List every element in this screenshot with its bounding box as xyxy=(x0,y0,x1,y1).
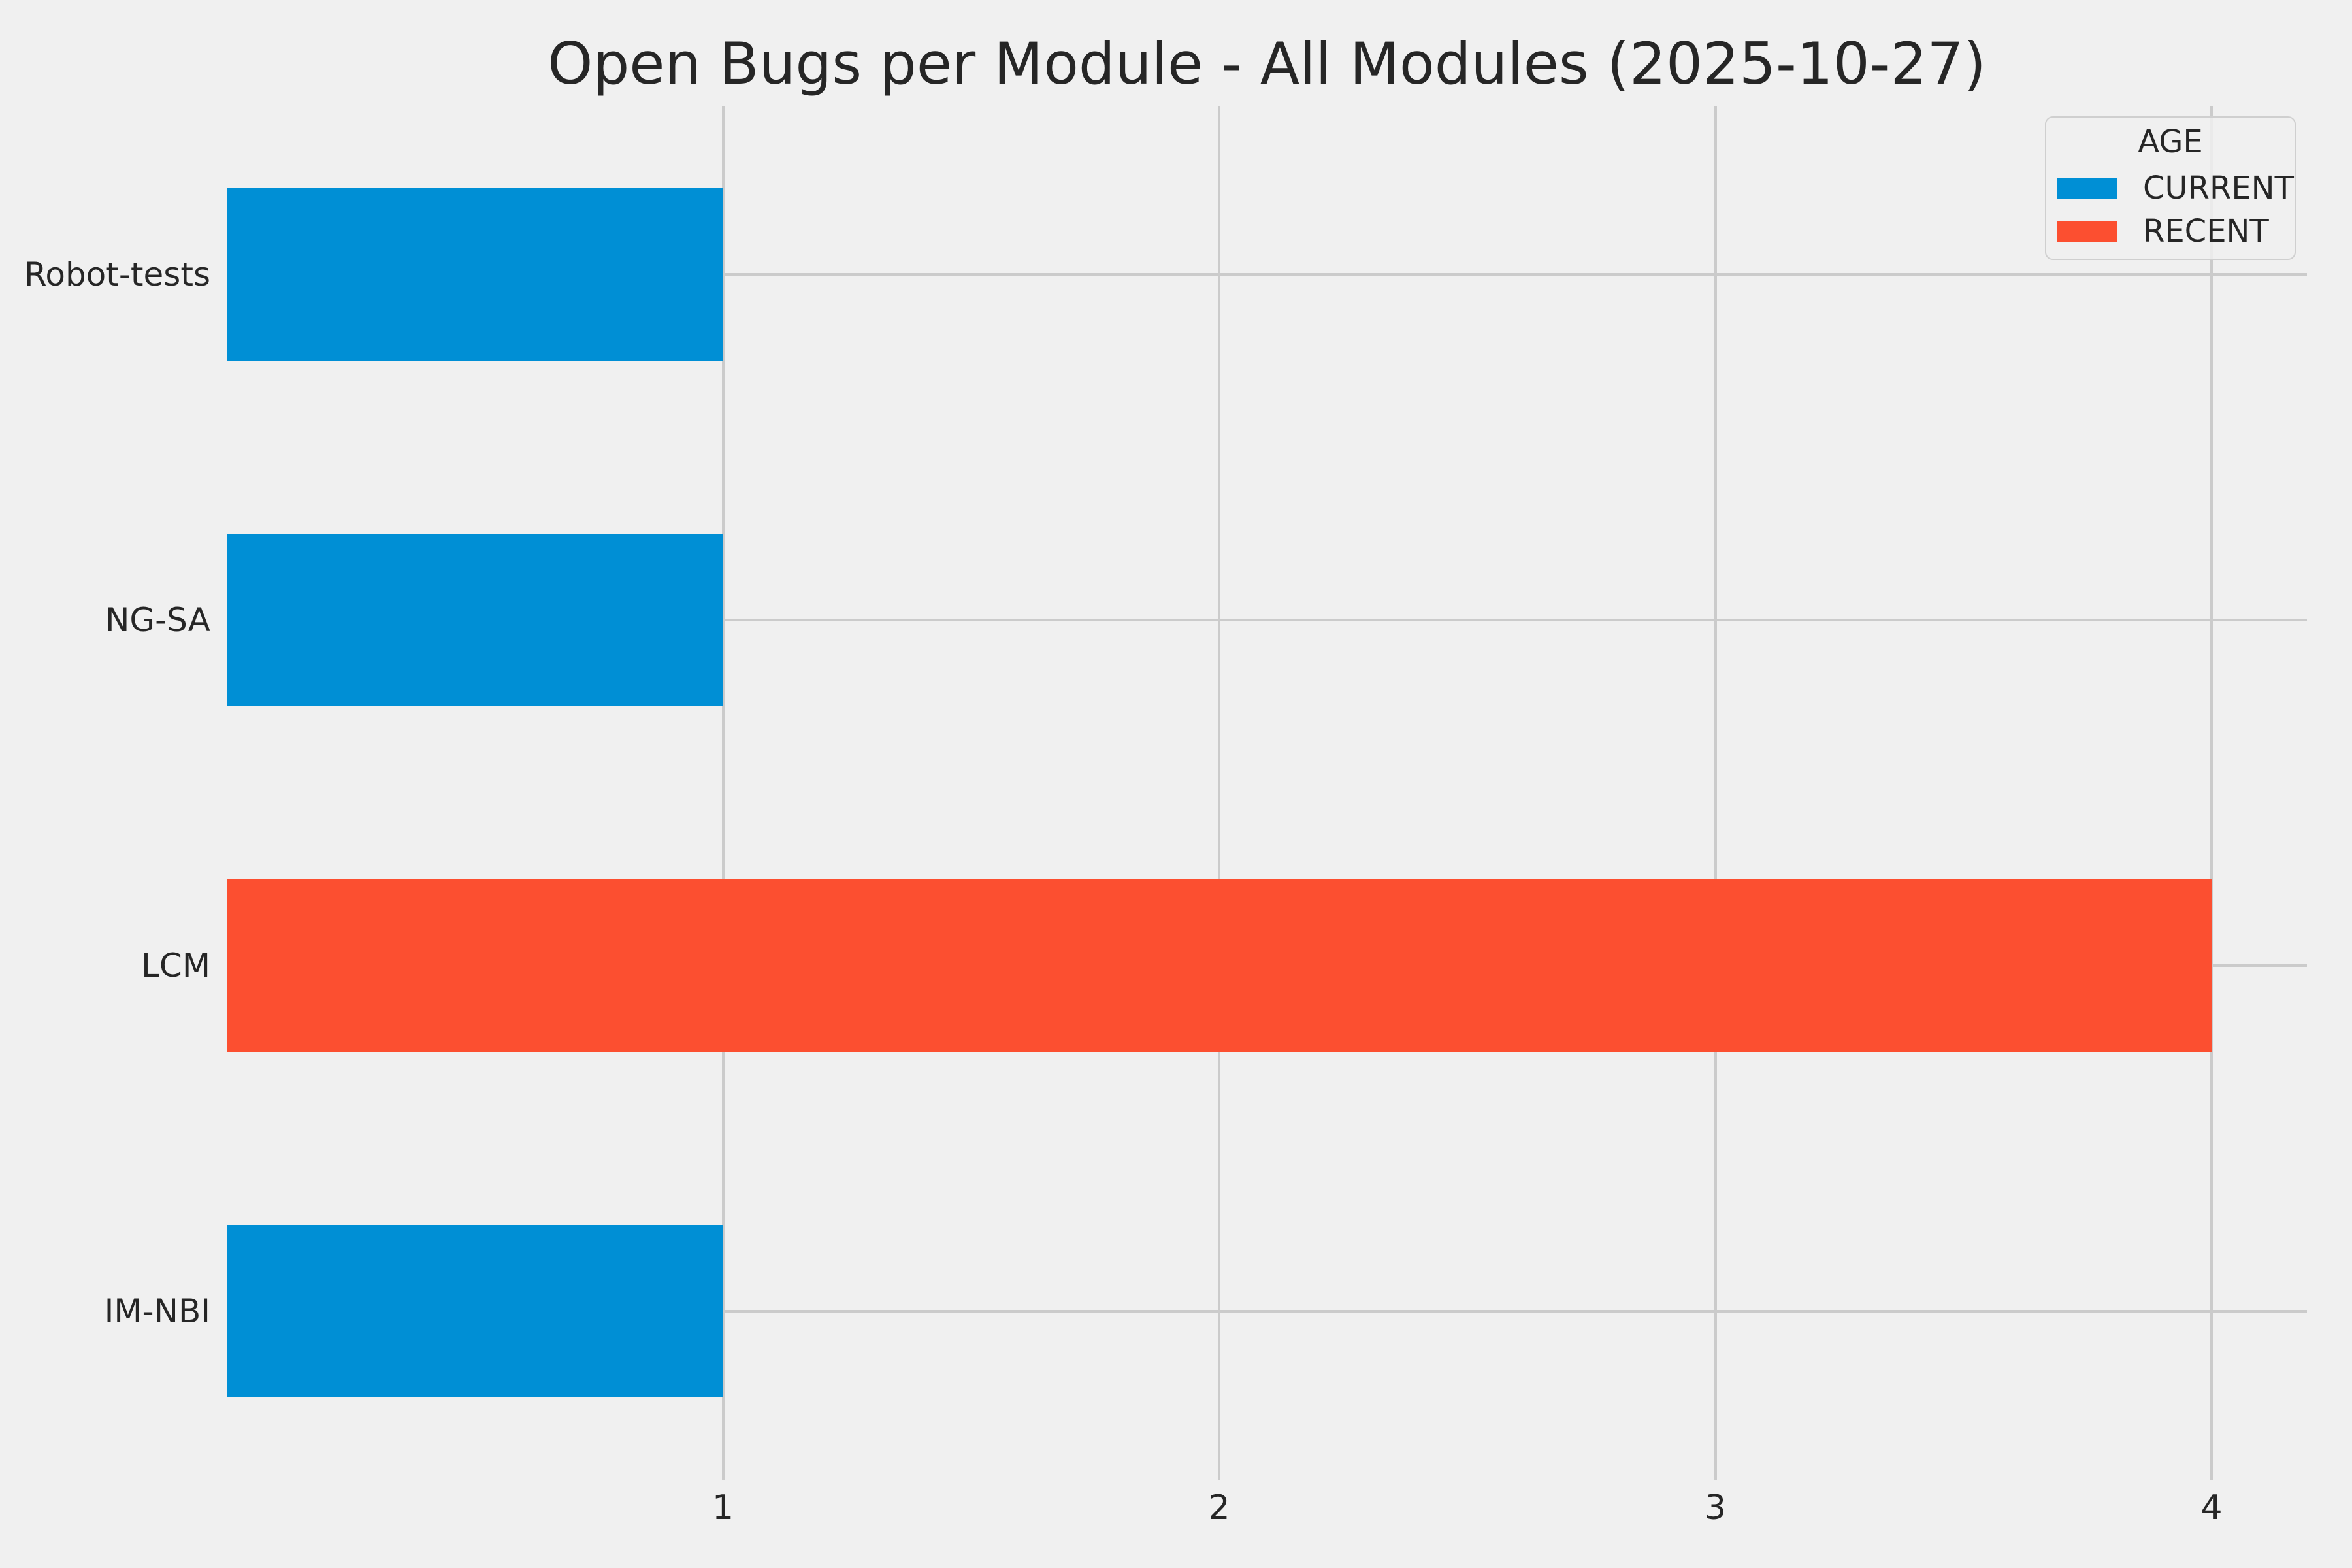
gridline-x-3 xyxy=(1714,106,1717,1480)
legend-swatch-current xyxy=(2057,178,2117,199)
x-tick-label-3: 3 xyxy=(1704,1488,1727,1527)
y-tick-label-lcm: LCM xyxy=(141,947,210,985)
bar-robot-tests xyxy=(227,188,723,361)
gridline-y-robot-tests xyxy=(227,273,2307,276)
y-tick-label-im-nbi: IM-NBI xyxy=(104,1292,210,1330)
bar-ng-sa xyxy=(227,534,723,706)
legend-label-current: CURRENT xyxy=(2143,170,2294,206)
legend-item-recent: RECENT xyxy=(2057,214,2284,248)
gridline-x-1 xyxy=(721,106,725,1480)
legend-item-current: CURRENT xyxy=(2057,171,2294,205)
legend-title: AGE xyxy=(2138,123,2203,160)
gridline-y-ng-sa xyxy=(227,619,2307,621)
chart-title: Open Bugs per Module - All Modules (2025… xyxy=(547,30,1986,97)
x-tick-label-4: 4 xyxy=(2200,1488,2223,1527)
legend-swatch-recent xyxy=(2057,221,2117,242)
bar-im-nbi xyxy=(227,1225,723,1397)
gridline-x-2 xyxy=(1218,106,1220,1480)
bar-lcm xyxy=(227,879,2212,1052)
y-tick-label-ng-sa: NG-SA xyxy=(105,601,210,639)
x-tick-label-1: 1 xyxy=(711,1488,734,1527)
legend-label-recent: RECENT xyxy=(2143,213,2269,250)
gridline-x-4 xyxy=(2210,106,2213,1480)
gridline-y-im-nbi xyxy=(227,1310,2307,1313)
y-tick-label-robot-tests: Robot-tests xyxy=(24,255,210,293)
legend: AGE CURRENT RECENT xyxy=(2045,116,2296,260)
x-tick-label-2: 2 xyxy=(1208,1488,1230,1527)
